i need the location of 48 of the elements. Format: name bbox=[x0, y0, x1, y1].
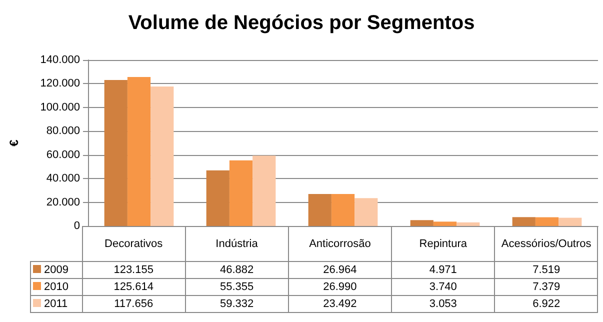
x-tick-label: Decorativos bbox=[82, 226, 186, 262]
data-label: 6.922 bbox=[494, 296, 598, 312]
y-tick-label: 140.000 bbox=[40, 54, 80, 66]
bar bbox=[410, 220, 434, 226]
x-tick-label: Acessórios/Outros bbox=[494, 226, 598, 262]
y-tick-label: 120.000 bbox=[40, 78, 80, 90]
x-tick-label: Indústria bbox=[185, 226, 288, 262]
y-tick-label: 0 bbox=[74, 220, 80, 232]
y-tick-label: 60.000 bbox=[46, 148, 80, 161]
bar bbox=[354, 198, 378, 226]
bar bbox=[558, 218, 582, 226]
data-label: 4.971 bbox=[392, 262, 495, 278]
bar bbox=[308, 194, 332, 226]
y-tick-label: 20.000 bbox=[46, 196, 80, 208]
bar bbox=[433, 222, 457, 226]
data-label: 117.656 bbox=[82, 296, 186, 312]
legend-label: 2009 bbox=[30, 262, 82, 278]
y-tick-label: 80.000 bbox=[46, 125, 80, 138]
data-label: 59.332 bbox=[185, 296, 288, 312]
bar bbox=[206, 170, 230, 226]
bar bbox=[252, 156, 276, 226]
bar bbox=[127, 77, 151, 226]
data-label: 123.155 bbox=[82, 262, 186, 278]
data-label: 7.379 bbox=[494, 278, 598, 296]
legend-label: 2011 bbox=[30, 296, 82, 312]
data-label: 26.964 bbox=[288, 262, 392, 278]
bar bbox=[229, 160, 253, 226]
y-axis-title: € bbox=[7, 139, 21, 146]
bar bbox=[512, 217, 536, 226]
bar bbox=[150, 86, 174, 226]
data-label: 23.492 bbox=[288, 296, 392, 312]
data-label: 3.740 bbox=[392, 278, 495, 296]
data-label: 125.614 bbox=[82, 278, 186, 296]
bar bbox=[104, 80, 128, 226]
y-tick-label: 100.000 bbox=[40, 101, 80, 114]
data-label: 46.882 bbox=[185, 262, 288, 278]
data-label: 26.990 bbox=[288, 278, 392, 296]
x-tick-label: Repintura bbox=[392, 226, 495, 262]
bar bbox=[535, 217, 559, 226]
bar bbox=[331, 194, 355, 226]
data-label: 3.053 bbox=[392, 296, 495, 312]
data-label: 55.355 bbox=[185, 278, 288, 296]
x-tick-label: Anticorrosão bbox=[288, 226, 392, 262]
chart-title: Volume de Negócios por Segmentos bbox=[128, 12, 475, 34]
data-label: 7.519 bbox=[494, 262, 598, 278]
y-tick-label: 40.000 bbox=[46, 172, 80, 185]
bar bbox=[456, 222, 480, 226]
legend-label: 2010 bbox=[30, 278, 82, 296]
